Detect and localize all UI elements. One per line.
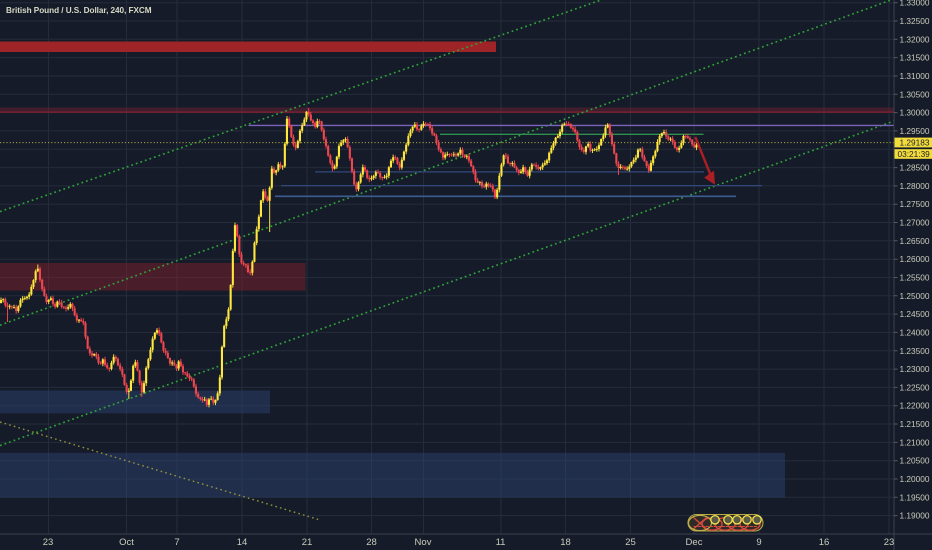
svg-text:1.24500: 1.24500	[900, 309, 930, 319]
svg-text:1.19000: 1.19000	[900, 511, 930, 521]
svg-text:1.31500: 1.31500	[900, 53, 930, 63]
svg-text:1.21000: 1.21000	[900, 437, 930, 447]
svg-text:1.30000: 1.30000	[900, 108, 930, 118]
svg-text:1.20500: 1.20500	[900, 456, 930, 466]
svg-text:Oct: Oct	[119, 537, 134, 548]
svg-text:1.32500: 1.32500	[900, 16, 930, 26]
svg-text:21: 21	[302, 537, 313, 548]
svg-text:11: 11	[496, 537, 506, 548]
svg-text:Dec: Dec	[686, 537, 703, 548]
svg-text:16: 16	[819, 537, 830, 548]
svg-text:28: 28	[366, 537, 377, 548]
svg-text:1.33000: 1.33000	[900, 0, 930, 8]
svg-text:9: 9	[756, 537, 761, 548]
svg-text:1.20000: 1.20000	[900, 474, 930, 484]
svg-text:1.23000: 1.23000	[900, 364, 930, 374]
svg-text:7: 7	[174, 537, 179, 548]
svg-text:1.29183: 1.29183	[900, 137, 930, 147]
svg-text:1.26500: 1.26500	[900, 236, 930, 246]
svg-text:1.24000: 1.24000	[900, 327, 930, 337]
svg-text:1.31000: 1.31000	[900, 71, 930, 81]
svg-text:1.28500: 1.28500	[900, 163, 930, 173]
svg-text:1.25000: 1.25000	[900, 291, 930, 301]
svg-text:1.32000: 1.32000	[900, 34, 930, 44]
svg-text:1.22500: 1.22500	[900, 382, 930, 392]
svg-text:25: 25	[625, 537, 636, 548]
svg-text:1.23500: 1.23500	[900, 346, 930, 356]
svg-text:23: 23	[884, 537, 895, 548]
svg-text:1.19500: 1.19500	[900, 492, 930, 502]
svg-text:1.29500: 1.29500	[900, 126, 930, 136]
svg-text:1.21500: 1.21500	[900, 419, 930, 429]
svg-text:1.26000: 1.26000	[900, 254, 930, 264]
svg-text:British Pound / U.S. Dollar, 2: British Pound / U.S. Dollar, 240, FXCM	[6, 6, 152, 15]
svg-text:1.22000: 1.22000	[900, 401, 930, 411]
svg-text:18: 18	[560, 537, 571, 548]
svg-text:1.30500: 1.30500	[900, 89, 930, 99]
svg-text:1.27500: 1.27500	[900, 199, 930, 209]
svg-text:1.28000: 1.28000	[900, 181, 930, 191]
svg-text:Nov: Nov	[415, 537, 432, 548]
svg-text:1.25500: 1.25500	[900, 273, 930, 283]
svg-text:03:21:39: 03:21:39	[898, 149, 931, 159]
svg-text:14: 14	[237, 537, 248, 548]
svg-text:23: 23	[43, 537, 54, 548]
svg-text:1.27000: 1.27000	[900, 218, 930, 228]
